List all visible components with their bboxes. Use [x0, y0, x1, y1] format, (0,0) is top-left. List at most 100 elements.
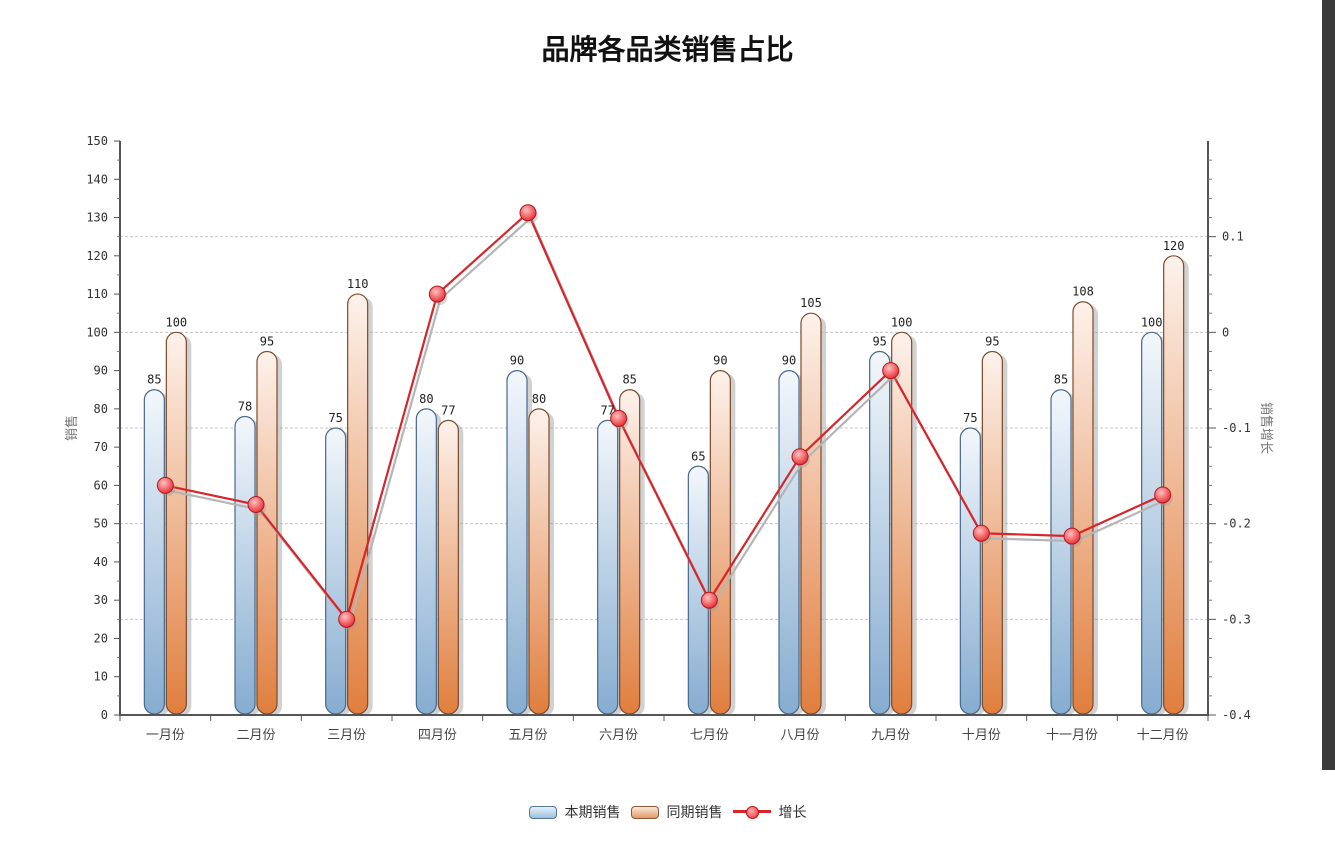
legend-swatch-previous — [630, 805, 659, 819]
data-label: 100 — [1141, 315, 1163, 329]
data-label: 105 — [800, 296, 822, 310]
bar-current — [959, 427, 981, 715]
bar-current — [778, 370, 800, 715]
legend-item-current[interactable]: 本期销售 — [528, 802, 621, 822]
legend-swatch-growth — [732, 805, 771, 819]
data-label: 95 — [985, 334, 999, 348]
bars-group — [143, 255, 1185, 715]
data-label: 95 — [260, 334, 274, 348]
y-tick-label: 140 — [86, 172, 108, 186]
bar-previous — [165, 331, 187, 715]
y-tick-label: 0 — [101, 708, 108, 722]
data-label: 120 — [1163, 239, 1185, 253]
x-tick-label: 三月份 — [327, 728, 366, 743]
bar-previous — [256, 350, 278, 715]
bar-current — [506, 370, 528, 715]
x-tick-label: 二月份 — [236, 728, 275, 743]
bar-current — [869, 350, 891, 715]
y-tick-label: 120 — [86, 249, 108, 263]
y2-tick-label: -0.4 — [1222, 708, 1251, 722]
x-tick-label: 七月份 — [690, 728, 729, 743]
y-tick-label: 20 — [94, 631, 108, 645]
bar-previous — [347, 293, 369, 715]
bar-current — [415, 408, 437, 715]
legend: 本期销售 同期销售 增长 — [0, 802, 1335, 822]
y-tick-label: 40 — [94, 555, 108, 569]
grid-lines — [120, 236, 1208, 620]
y-tick-label: 60 — [94, 478, 108, 492]
chart-title: 品牌各品类销售占比 — [541, 33, 794, 66]
bar-current — [1141, 331, 1163, 715]
data-label: 78 — [238, 400, 252, 414]
data-label: 75 — [328, 411, 342, 425]
bar-current — [1050, 389, 1072, 715]
bar-shadows — [149, 258, 1189, 716]
x-tick-label: 十一月份 — [1046, 728, 1098, 743]
growth-marker — [791, 448, 809, 466]
legend-item-previous[interactable]: 同期销售 — [630, 802, 723, 822]
growth-marker — [1154, 486, 1172, 504]
chart-svg: 0 10 20 30 40 50 60 70 80 90 100 110 120 130 140 150 -0.… — [64, 134, 1274, 743]
y-tick-label: 90 — [94, 364, 108, 378]
bar-current — [325, 427, 347, 715]
x-tick-label: 十二月份 — [1137, 728, 1189, 743]
growth-marker — [700, 591, 718, 609]
data-label: 100 — [891, 315, 913, 329]
growth-line-group — [156, 204, 1173, 631]
growth-marker — [882, 362, 900, 380]
y-tick-label: 10 — [94, 670, 108, 684]
data-label: 77 — [441, 403, 455, 417]
data-label: 85 — [1054, 373, 1068, 387]
data-label: 75 — [963, 411, 977, 425]
bar-previous — [437, 419, 459, 715]
x-tick-label: 四月份 — [418, 728, 457, 743]
growth-marker — [338, 610, 356, 628]
growth-marker — [610, 409, 628, 427]
y2-tick-label: -0.3 — [1222, 612, 1251, 626]
y-tick-label: 110 — [86, 287, 108, 301]
legend-swatch-current — [528, 805, 557, 819]
legend-label-current: 本期销售 — [564, 805, 621, 821]
y2-tick-label: -0.2 — [1222, 517, 1251, 531]
y2-tick-label: 0 — [1222, 325, 1229, 339]
y-tick-label: 30 — [94, 593, 108, 607]
growth-line-shadow — [168, 215, 1167, 627]
legend-label-previous: 同期销售 — [666, 805, 723, 821]
legend-item-growth[interactable]: 增长 — [732, 802, 807, 822]
growth-marker — [972, 524, 990, 542]
growth-marker — [156, 476, 174, 494]
x-tick-label: 六月份 — [599, 728, 638, 743]
x-tick-label: 五月份 — [508, 728, 547, 743]
legend-label-growth: 增长 — [778, 805, 807, 821]
growth-marker — [1063, 527, 1081, 545]
x-tick-label: 八月份 — [780, 728, 819, 743]
bar-current — [143, 389, 165, 715]
bar-previous — [1163, 255, 1185, 715]
data-label: 85 — [147, 373, 161, 387]
y-tick-label: 130 — [86, 211, 108, 225]
y2-axis-title: 销售增长 — [1258, 402, 1274, 454]
growth-marker — [247, 496, 265, 514]
y-axis-title: 销售 — [64, 415, 80, 441]
data-label: 100 — [165, 315, 187, 329]
growth-marker — [428, 285, 446, 303]
data-label: 110 — [347, 277, 369, 291]
y-tick-label: 70 — [94, 440, 108, 454]
data-label: 95 — [872, 334, 886, 348]
y-tick-label: 50 — [94, 517, 108, 531]
y-tick-label: 80 — [94, 402, 108, 416]
data-label: 90 — [782, 354, 796, 368]
axes-group: 0 10 20 30 40 50 60 70 80 90 100 110 120 130 140 150 -0.… — [64, 134, 1274, 743]
y-tick-label: 150 — [86, 134, 108, 148]
y2-tick-label: -0.1 — [1222, 421, 1251, 435]
data-label: 85 — [622, 373, 636, 387]
bar-current — [234, 415, 256, 715]
y2-tick-label: 0.1 — [1222, 230, 1244, 244]
data-label: 108 — [1072, 285, 1094, 299]
y-tick-label: 100 — [86, 325, 108, 339]
x-tick-label: 十月份 — [962, 728, 1001, 743]
x-tick-label: 九月份 — [871, 728, 910, 743]
data-label: 80 — [419, 392, 433, 406]
bar-previous — [1072, 301, 1094, 715]
bar-previous — [800, 312, 822, 715]
